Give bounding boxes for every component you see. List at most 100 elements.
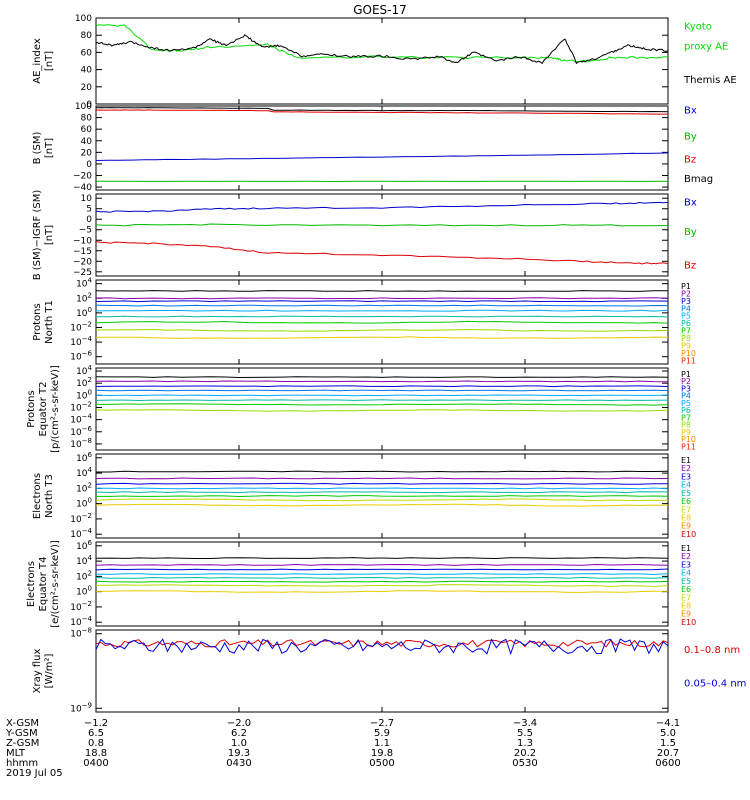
y-tick-label: −5 xyxy=(79,226,92,236)
y-tick-label: 10−8 xyxy=(70,627,92,640)
y-tick-label: 100 xyxy=(76,585,92,598)
y-tick-exponent: −4 xyxy=(82,527,93,535)
channel-line xyxy=(95,498,669,502)
panel-en: Electrons North T310610410210010−210−4E1E… xyxy=(32,451,696,540)
x-axis-value: 1.3 xyxy=(517,738,533,749)
channel-label: E7 xyxy=(681,593,691,602)
y-tick-label: −20 xyxy=(73,172,92,182)
channel-line xyxy=(95,482,669,485)
channel-label: P9 xyxy=(681,341,691,350)
channel-label: E3 xyxy=(681,472,691,481)
y-tick-label: 10−2 xyxy=(70,400,92,413)
channel-line xyxy=(95,309,669,312)
panel-frame xyxy=(95,193,669,277)
channel-label: P5 xyxy=(681,312,691,321)
channel-label: P9 xyxy=(681,428,691,437)
x-axis-value: −2.0 xyxy=(227,718,251,729)
x-axis-value: −2.7 xyxy=(370,718,394,729)
x-axis-value: 0400 xyxy=(83,758,108,769)
y-axis-label: North T3 xyxy=(44,474,55,518)
panel-frame xyxy=(95,367,669,451)
channel-label: E4 xyxy=(681,569,691,578)
panel-frame xyxy=(95,105,669,191)
panel-xray: Xray flux [W/m²] 10−8 10−9 0.1–0.8 nm 0.05–0.… xyxy=(32,627,746,715)
y-tick-exponent: −8 xyxy=(82,437,92,445)
y-tick-label: 100 xyxy=(76,306,92,319)
y-axis-label: Electrons xyxy=(26,561,37,607)
channel-label: P8 xyxy=(681,421,691,430)
y-tick-exponent: −4 xyxy=(82,615,93,623)
y-axis-label: Protons xyxy=(26,390,37,427)
panel-frame xyxy=(95,629,669,713)
y-tick-label: 0 xyxy=(86,160,92,170)
y-tick-label: 100 xyxy=(76,497,92,510)
panel-ee: Electrons Equator T4 [e/(cm²-s-sr-keV)] 106… xyxy=(26,539,696,628)
y-tick-exponent: 0 xyxy=(88,306,92,314)
y-tick-label: 100 xyxy=(76,388,92,401)
y-tick-label: 40 xyxy=(81,137,93,147)
channel-label: P3 xyxy=(681,297,691,306)
channel-line xyxy=(95,580,669,583)
x-axis-value: 19.8 xyxy=(371,748,393,759)
channel-label: E6 xyxy=(681,585,691,594)
x-axis-row-label: hhmm xyxy=(6,758,38,769)
y-tick-label: 10−2 xyxy=(70,600,92,613)
y-tick-label: 20 xyxy=(81,148,93,158)
series-label: Bx xyxy=(684,197,697,208)
series-line-kyoto-proxy-ae xyxy=(95,24,669,63)
y-tick-exponent: 6 xyxy=(88,539,93,547)
x-axis-row-label: Z-GSM xyxy=(6,738,39,749)
series-label: 0.1–0.8 nm xyxy=(684,645,740,656)
channel-label: E7 xyxy=(681,505,691,514)
x-axis-value: 5.0 xyxy=(660,728,676,739)
channel-line xyxy=(95,584,669,588)
y-axis-label: B (SM) xyxy=(32,131,43,164)
date-label: 2019 Jul 05 xyxy=(6,768,63,779)
channel-line xyxy=(95,320,669,324)
series-line-bx xyxy=(95,152,669,161)
y-tick-label: 80 xyxy=(81,31,93,41)
y-tick-label: 100 xyxy=(75,102,92,112)
y-tick-label: −15 xyxy=(73,247,92,257)
channel-label: P7 xyxy=(681,327,691,336)
y-tick-exponent: −2 xyxy=(82,512,92,520)
x-axis-value: 0530 xyxy=(512,758,537,769)
y-tick-exponent: 4 xyxy=(88,554,93,562)
y-tick-label: 106 xyxy=(76,539,92,552)
x-axis-value: 0600 xyxy=(655,758,680,769)
channel-label: E2 xyxy=(681,552,691,561)
y-tick-exponent: 2 xyxy=(88,376,92,384)
channel-label: P1 xyxy=(681,370,691,379)
y-tick-label: 10−4 xyxy=(70,413,92,426)
y-tick-label: 102 xyxy=(76,376,92,389)
plot-title: GOES-17 xyxy=(353,3,407,17)
y-tick-label: 102 xyxy=(76,291,92,304)
y-tick-exponent: −6 xyxy=(82,425,93,433)
x-axis-value: 1.0 xyxy=(231,738,247,749)
y-tick-label: 100 xyxy=(75,14,92,24)
y-tick-label: 10−6 xyxy=(70,425,92,438)
y-axis-label: Electrons xyxy=(32,473,43,519)
x-axis-table: X-GSM −1.2 −2.0 −2.7 −3.4 −4.1 Y-GSM 6.5 6.2 5.9 5… xyxy=(5,718,681,779)
x-axis-value: 0500 xyxy=(369,758,394,769)
x-axis-value: 5.5 xyxy=(517,728,533,739)
channel-label: P10 xyxy=(681,349,696,358)
panel-ae: AE_index [nT] 100 80 60 40 20 0 Kyoto proxy AE The… xyxy=(32,14,737,110)
y-tick-exponent: 2 xyxy=(88,569,92,577)
y-tick-exponent: −9 xyxy=(82,701,92,709)
channel-label: P11 xyxy=(681,442,696,451)
y-tick-label: 60 xyxy=(81,48,93,58)
y-axis-label: [nT] xyxy=(44,225,55,245)
channel-line xyxy=(96,336,669,339)
channel-label: P7 xyxy=(681,413,691,422)
channel-line xyxy=(95,376,669,379)
y-tick-exponent: 6 xyxy=(88,451,93,459)
channel-line xyxy=(95,380,669,383)
x-axis-row-label: Y-GSM xyxy=(5,728,38,739)
x-axis-value: 6.5 xyxy=(88,728,104,739)
channel-line xyxy=(95,503,669,507)
